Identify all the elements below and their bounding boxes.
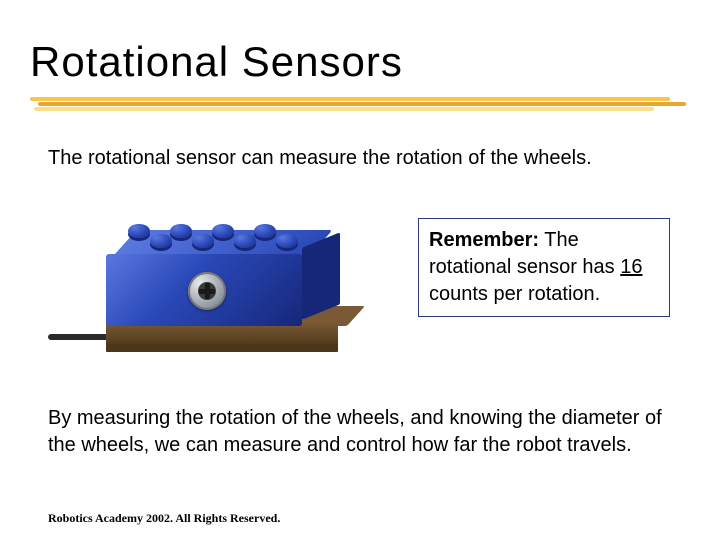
intro-text: The rotational sensor can measure the ro… bbox=[48, 145, 608, 172]
stud bbox=[212, 224, 234, 238]
callout-label: Remember: bbox=[429, 229, 539, 251]
underline-bar bbox=[34, 107, 654, 111]
callout-text-after: counts per rotation. bbox=[429, 283, 600, 305]
stud bbox=[276, 234, 298, 248]
underline-bar bbox=[38, 102, 686, 106]
sensor-illustration bbox=[48, 208, 408, 368]
plate-front bbox=[106, 344, 338, 352]
stud bbox=[150, 234, 172, 248]
paragraph-2: By measuring the rotation of the wheels,… bbox=[48, 405, 668, 459]
remember-callout: Remember: The rotational sensor has 16 c… bbox=[418, 218, 670, 317]
stud bbox=[128, 224, 150, 238]
brick-side bbox=[302, 232, 340, 319]
underline-bar bbox=[30, 97, 670, 101]
stud bbox=[254, 224, 276, 238]
page-title: Rotational Sensors bbox=[30, 38, 403, 86]
callout-number: 16 bbox=[620, 256, 642, 278]
stud bbox=[192, 234, 214, 248]
wire bbox=[48, 334, 108, 340]
axle-cross bbox=[199, 289, 215, 294]
footer-text: Robotics Academy 2002. All Rights Reserv… bbox=[48, 511, 280, 526]
stud bbox=[234, 234, 256, 248]
stud bbox=[170, 224, 192, 238]
title-underline bbox=[30, 95, 690, 113]
